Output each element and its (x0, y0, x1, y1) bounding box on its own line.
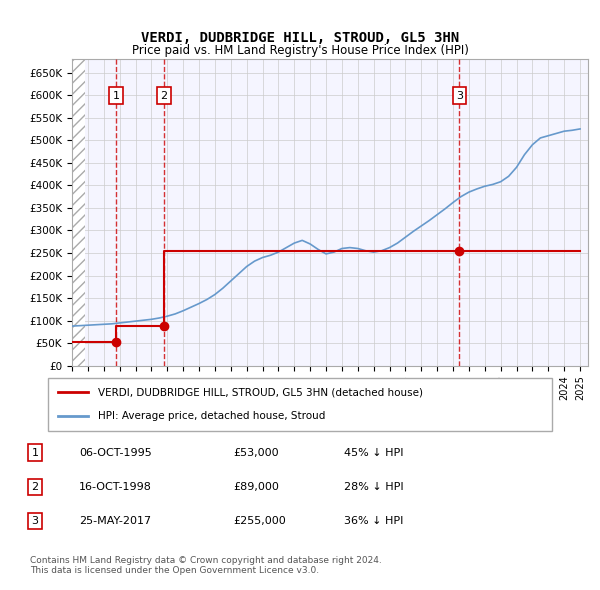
Text: Price paid vs. HM Land Registry's House Price Index (HPI): Price paid vs. HM Land Registry's House … (131, 44, 469, 57)
Text: 2: 2 (31, 482, 38, 492)
Text: £89,000: £89,000 (234, 482, 280, 492)
Text: £53,000: £53,000 (234, 448, 280, 458)
Text: 45% ↓ HPI: 45% ↓ HPI (344, 448, 404, 458)
Text: 3: 3 (456, 91, 463, 101)
FancyBboxPatch shape (48, 378, 552, 431)
Text: 06-OCT-1995: 06-OCT-1995 (79, 448, 152, 458)
Text: HPI: Average price, detached house, Stroud: HPI: Average price, detached house, Stro… (98, 411, 326, 421)
Text: VERDI, DUDBRIDGE HILL, STROUD, GL5 3HN (detached house): VERDI, DUDBRIDGE HILL, STROUD, GL5 3HN (… (98, 388, 424, 398)
Bar (72, 59, 85, 366)
Text: 16-OCT-1998: 16-OCT-1998 (79, 482, 152, 492)
Text: 28% ↓ HPI: 28% ↓ HPI (344, 482, 404, 492)
Text: £255,000: £255,000 (234, 516, 287, 526)
Text: VERDI, DUDBRIDGE HILL, STROUD, GL5 3HN: VERDI, DUDBRIDGE HILL, STROUD, GL5 3HN (141, 31, 459, 45)
Text: 1: 1 (112, 91, 119, 101)
Text: 36% ↓ HPI: 36% ↓ HPI (344, 516, 404, 526)
Text: 1: 1 (32, 448, 38, 458)
Text: 25-MAY-2017: 25-MAY-2017 (79, 516, 151, 526)
Text: 2: 2 (160, 91, 167, 101)
Text: Contains HM Land Registry data © Crown copyright and database right 2024.
This d: Contains HM Land Registry data © Crown c… (30, 556, 382, 575)
Text: 3: 3 (32, 516, 38, 526)
